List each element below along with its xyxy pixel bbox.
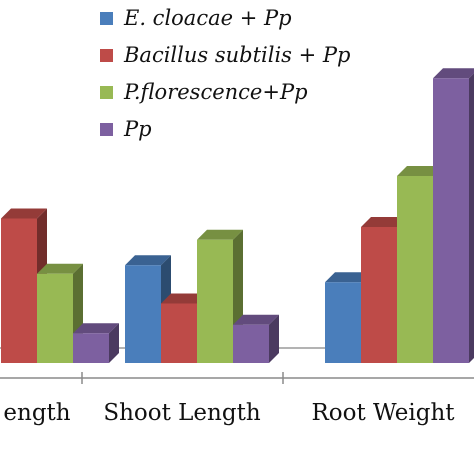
legend-label: P.florescence+Pp: [123, 80, 308, 104]
legend-item: Bacillus subtilis + Pp: [100, 43, 350, 67]
bar-top: [73, 323, 119, 334]
category-label: ength: [3, 400, 70, 426]
bar-front: [325, 282, 361, 363]
bar-side: [469, 73, 474, 363]
bar-front: [125, 265, 161, 363]
bar-top: [361, 217, 407, 227]
category-labels: ength Shoot Length Root Weight: [3, 400, 455, 426]
bar-front: [433, 78, 469, 363]
legend-item: P.florescence+Pp: [100, 80, 308, 104]
category-label: Root Weight: [311, 400, 455, 426]
bar-top: [233, 314, 279, 325]
bar-front: [37, 273, 73, 363]
x-axis: [0, 372, 474, 384]
bar-front: [1, 218, 37, 363]
bar-top: [1, 208, 47, 219]
legend-swatch: [100, 123, 113, 136]
bars-group: [1, 68, 474, 363]
bar-4-3: [433, 68, 474, 363]
category-label: Shoot Length: [103, 400, 260, 426]
legend-item: E. cloacae + Pp: [100, 6, 292, 30]
bar-4-1: [73, 323, 119, 363]
bar-top: [125, 255, 171, 266]
bar-front: [397, 176, 433, 363]
bar-front: [233, 324, 269, 363]
bar-front: [161, 303, 197, 363]
bar-top: [161, 293, 207, 304]
bar-top: [325, 272, 371, 283]
legend-label: E. cloacae + Pp: [123, 6, 292, 30]
bar-side: [109, 323, 119, 363]
bar-4-2: [233, 314, 279, 363]
legend-swatch: [100, 49, 113, 62]
legend-item: Pp: [100, 117, 152, 141]
legend-label: Pp: [123, 117, 152, 141]
bar-top: [397, 166, 443, 176]
bar-top: [197, 229, 243, 240]
bar-top: [37, 263, 83, 274]
legend-swatch: [100, 12, 113, 25]
legend-swatch: [100, 86, 113, 99]
bar-front: [197, 239, 233, 363]
legend-label: Bacillus subtilis + Pp: [123, 43, 350, 67]
bar-front: [73, 333, 109, 363]
bar-front: [361, 227, 397, 363]
legend: E. cloacae + Pp Bacillus subtilis + Pp P.f…: [100, 6, 350, 141]
bar-side: [269, 314, 279, 363]
bar-top: [433, 68, 474, 79]
bar-3-2: [197, 229, 243, 363]
